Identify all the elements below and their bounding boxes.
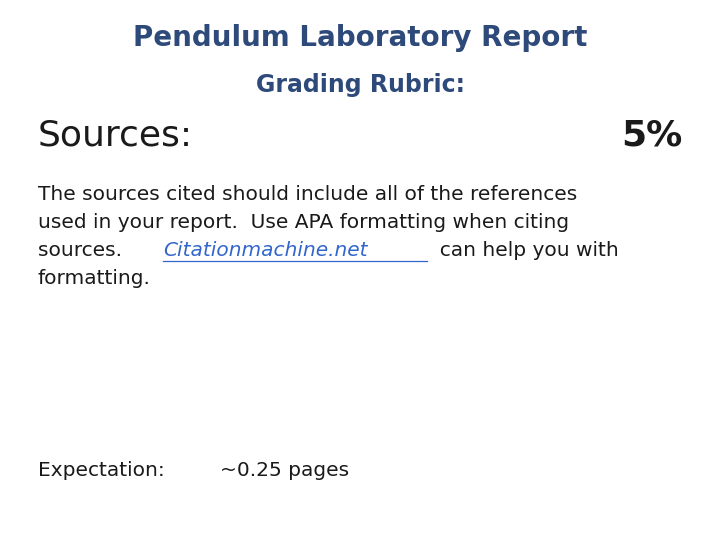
Text: sources.: sources. <box>38 241 135 260</box>
Text: Sources:: Sources: <box>38 118 193 152</box>
Text: can help you with: can help you with <box>427 241 618 260</box>
Text: Expectation:: Expectation: <box>38 461 165 480</box>
Text: Citationmachine.net: Citationmachine.net <box>163 241 367 260</box>
Text: The sources cited should include all of the references: The sources cited should include all of … <box>38 186 577 205</box>
Text: Grading Rubric:: Grading Rubric: <box>256 73 464 97</box>
Text: Pendulum Laboratory Report: Pendulum Laboratory Report <box>132 24 588 52</box>
Text: 5%: 5% <box>621 118 682 152</box>
Text: used in your report.  Use APA formatting when citing: used in your report. Use APA formatting … <box>38 213 569 233</box>
Text: formatting.: formatting. <box>38 269 151 288</box>
Text: ~0.25 pages: ~0.25 pages <box>220 461 349 480</box>
